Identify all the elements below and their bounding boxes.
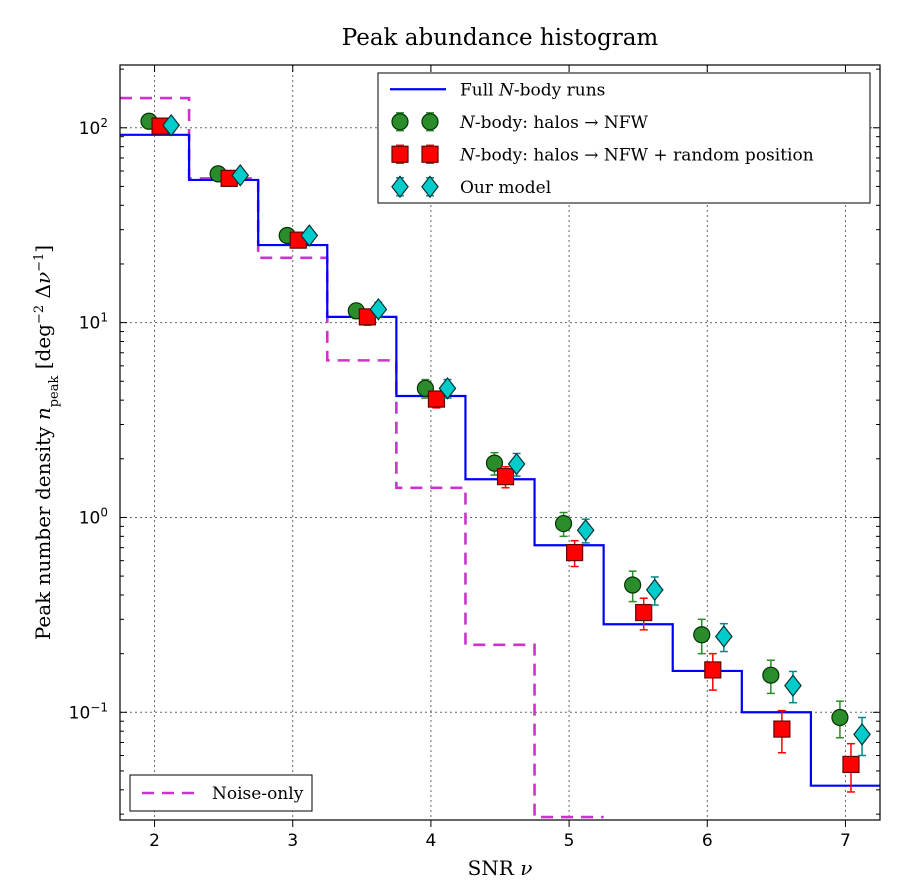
svg-text:2: 2	[149, 831, 160, 851]
svg-text:4: 4	[425, 831, 436, 851]
svg-text:6: 6	[702, 831, 713, 851]
svg-text:3: 3	[287, 831, 298, 851]
svg-text:7: 7	[840, 831, 851, 851]
peak-abundance-chart: 23456710−1100101102Peak abundance histog…	[0, 0, 908, 892]
svg-text:N-body: halos → NFW: N-body: halos → NFW	[459, 113, 649, 133]
svg-text:Our model: Our model	[460, 178, 551, 198]
svg-text:5: 5	[564, 831, 575, 851]
svg-text:SNR ν: SNR ν	[468, 856, 533, 880]
svg-text:Full N-body runs: Full N-body runs	[460, 80, 605, 100]
svg-text:N-body: halos → NFW + random p: N-body: halos → NFW + random position	[459, 145, 814, 165]
chart-svg: 23456710−1100101102Peak abundance histog…	[0, 0, 908, 892]
svg-text:Noise-only: Noise-only	[212, 784, 304, 804]
svg-text:Peak abundance histogram: Peak abundance histogram	[342, 25, 659, 51]
